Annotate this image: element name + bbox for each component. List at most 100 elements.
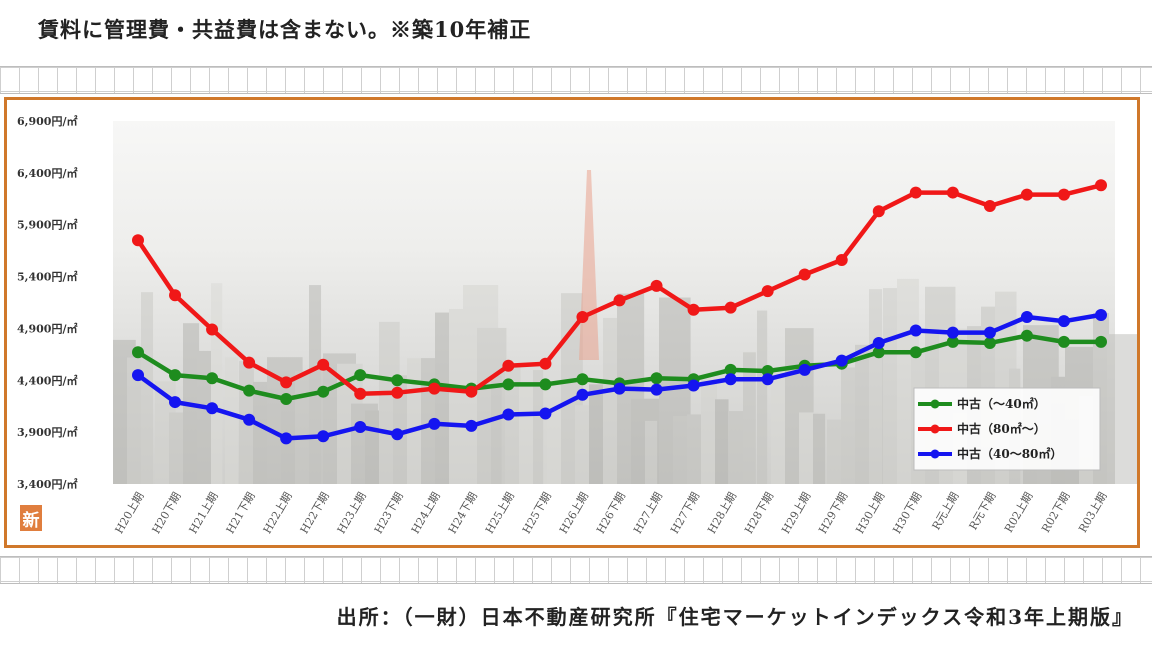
data-point — [280, 376, 293, 389]
data-point — [1095, 335, 1107, 348]
data-point — [983, 326, 996, 339]
data-point — [872, 205, 885, 218]
data-point — [613, 294, 626, 307]
data-point — [280, 392, 293, 405]
data-point — [169, 369, 182, 382]
y-tick-label: 6,400円/㎡ — [17, 166, 77, 180]
x-tick-label: H23下期 — [372, 490, 406, 536]
data-point — [243, 413, 256, 426]
data-point — [206, 372, 219, 385]
x-tick-label: H26下期 — [594, 490, 628, 536]
x-tick-label: H23上期 — [335, 490, 369, 536]
data-point — [391, 428, 404, 441]
data-point — [502, 408, 515, 421]
data-point — [761, 364, 774, 377]
y-tick-label: 5,400円/㎡ — [17, 270, 77, 284]
data-point — [909, 186, 922, 199]
data-point — [502, 359, 515, 372]
x-tick-label: H20下期 — [150, 490, 184, 536]
data-point — [650, 372, 663, 385]
data-point — [1057, 335, 1070, 348]
data-point — [798, 363, 811, 376]
data-point — [169, 396, 182, 409]
data-point — [576, 311, 589, 324]
data-point — [354, 420, 367, 433]
data-point — [1057, 188, 1070, 201]
x-tick-label: H24上期 — [409, 490, 443, 536]
x-tick-label: H29下期 — [816, 490, 850, 536]
x-tick-label: R02上期 — [1002, 490, 1035, 535]
data-point — [465, 419, 478, 432]
legend-swatch-marker — [930, 399, 940, 409]
data-point — [909, 324, 922, 337]
x-tick-label: H27下期 — [668, 490, 702, 536]
x-tick-label: H21上期 — [187, 490, 221, 536]
data-point — [132, 234, 144, 247]
data-point — [761, 285, 774, 298]
data-point — [909, 346, 922, 359]
data-point — [1095, 179, 1107, 192]
data-point — [724, 301, 737, 314]
y-tick-label: 6,900円/㎡ — [17, 114, 77, 128]
data-point — [243, 384, 256, 397]
data-point — [946, 186, 959, 199]
data-point — [946, 326, 959, 339]
line-chart: 6,900円/㎡ 6,400円/㎡ 5,900円/㎡ 5,400円/㎡ 4,900円/㎡… — [17, 114, 1137, 536]
x-tick-label: H28上期 — [705, 490, 739, 536]
data-point — [724, 373, 737, 386]
x-tick-label: H24下期 — [446, 490, 480, 536]
grid-band-top — [0, 66, 1152, 94]
data-point — [391, 386, 404, 399]
data-point — [502, 378, 515, 391]
data-point — [1057, 315, 1070, 328]
x-tick-label: H22上期 — [261, 490, 295, 536]
x-tick-label: H26上期 — [557, 490, 591, 536]
data-point — [280, 432, 293, 445]
data-point — [835, 253, 848, 266]
data-point — [317, 358, 330, 371]
data-point — [1095, 308, 1107, 321]
data-point — [354, 387, 367, 400]
legend: 中古（～40㎡） 中古（80㎡～） 中古（40～80㎡） — [913, 387, 1101, 471]
data-point — [169, 289, 182, 302]
x-tick-label: H30上期 — [853, 490, 887, 536]
data-point — [317, 385, 330, 398]
data-point — [1020, 188, 1033, 201]
data-point — [243, 356, 256, 369]
data-point — [650, 279, 663, 292]
x-tick-label: R03上期 — [1076, 490, 1109, 535]
data-point — [539, 357, 552, 370]
data-point — [539, 407, 552, 420]
data-point — [613, 382, 626, 395]
x-tick-label: H25上期 — [483, 490, 517, 536]
data-point — [1020, 329, 1033, 342]
data-point — [650, 383, 663, 396]
data-point — [206, 402, 219, 415]
data-point — [983, 200, 996, 213]
legend-swatch-marker — [930, 424, 940, 434]
x-tick-label: H29上期 — [779, 490, 813, 536]
data-point — [354, 369, 367, 382]
data-point — [428, 417, 441, 430]
y-tick-label: 5,900円/㎡ — [17, 218, 77, 232]
x-tick-label: H25下期 — [520, 490, 554, 536]
x-tick-label: R02下期 — [1039, 490, 1072, 535]
data-point — [465, 385, 478, 398]
data-point — [576, 373, 589, 386]
y-tick-label: 3,400円/㎡ — [17, 477, 77, 491]
legend-label: 中古（40～80㎡） — [957, 446, 1062, 461]
data-point — [687, 303, 700, 316]
y-tick-label: 4,900円/㎡ — [17, 321, 77, 335]
data-point — [428, 382, 441, 395]
legend-label: 中古（80㎡～） — [957, 421, 1046, 436]
grid-band-bottom — [0, 556, 1152, 584]
data-point — [132, 369, 144, 382]
data-point — [946, 335, 959, 348]
header-note: 賃料に管理費・共益費は含まない。※築10年補正 — [38, 17, 532, 42]
data-point — [1020, 311, 1033, 324]
legend-swatch-marker — [930, 449, 940, 459]
data-point — [761, 373, 774, 386]
source-credit: 出所：（一財）日本不動産研究所『住宅マーケットインデックス令和3年上期版』 — [336, 605, 1134, 629]
x-tick-label: H22下期 — [298, 490, 332, 536]
data-point — [687, 379, 700, 392]
